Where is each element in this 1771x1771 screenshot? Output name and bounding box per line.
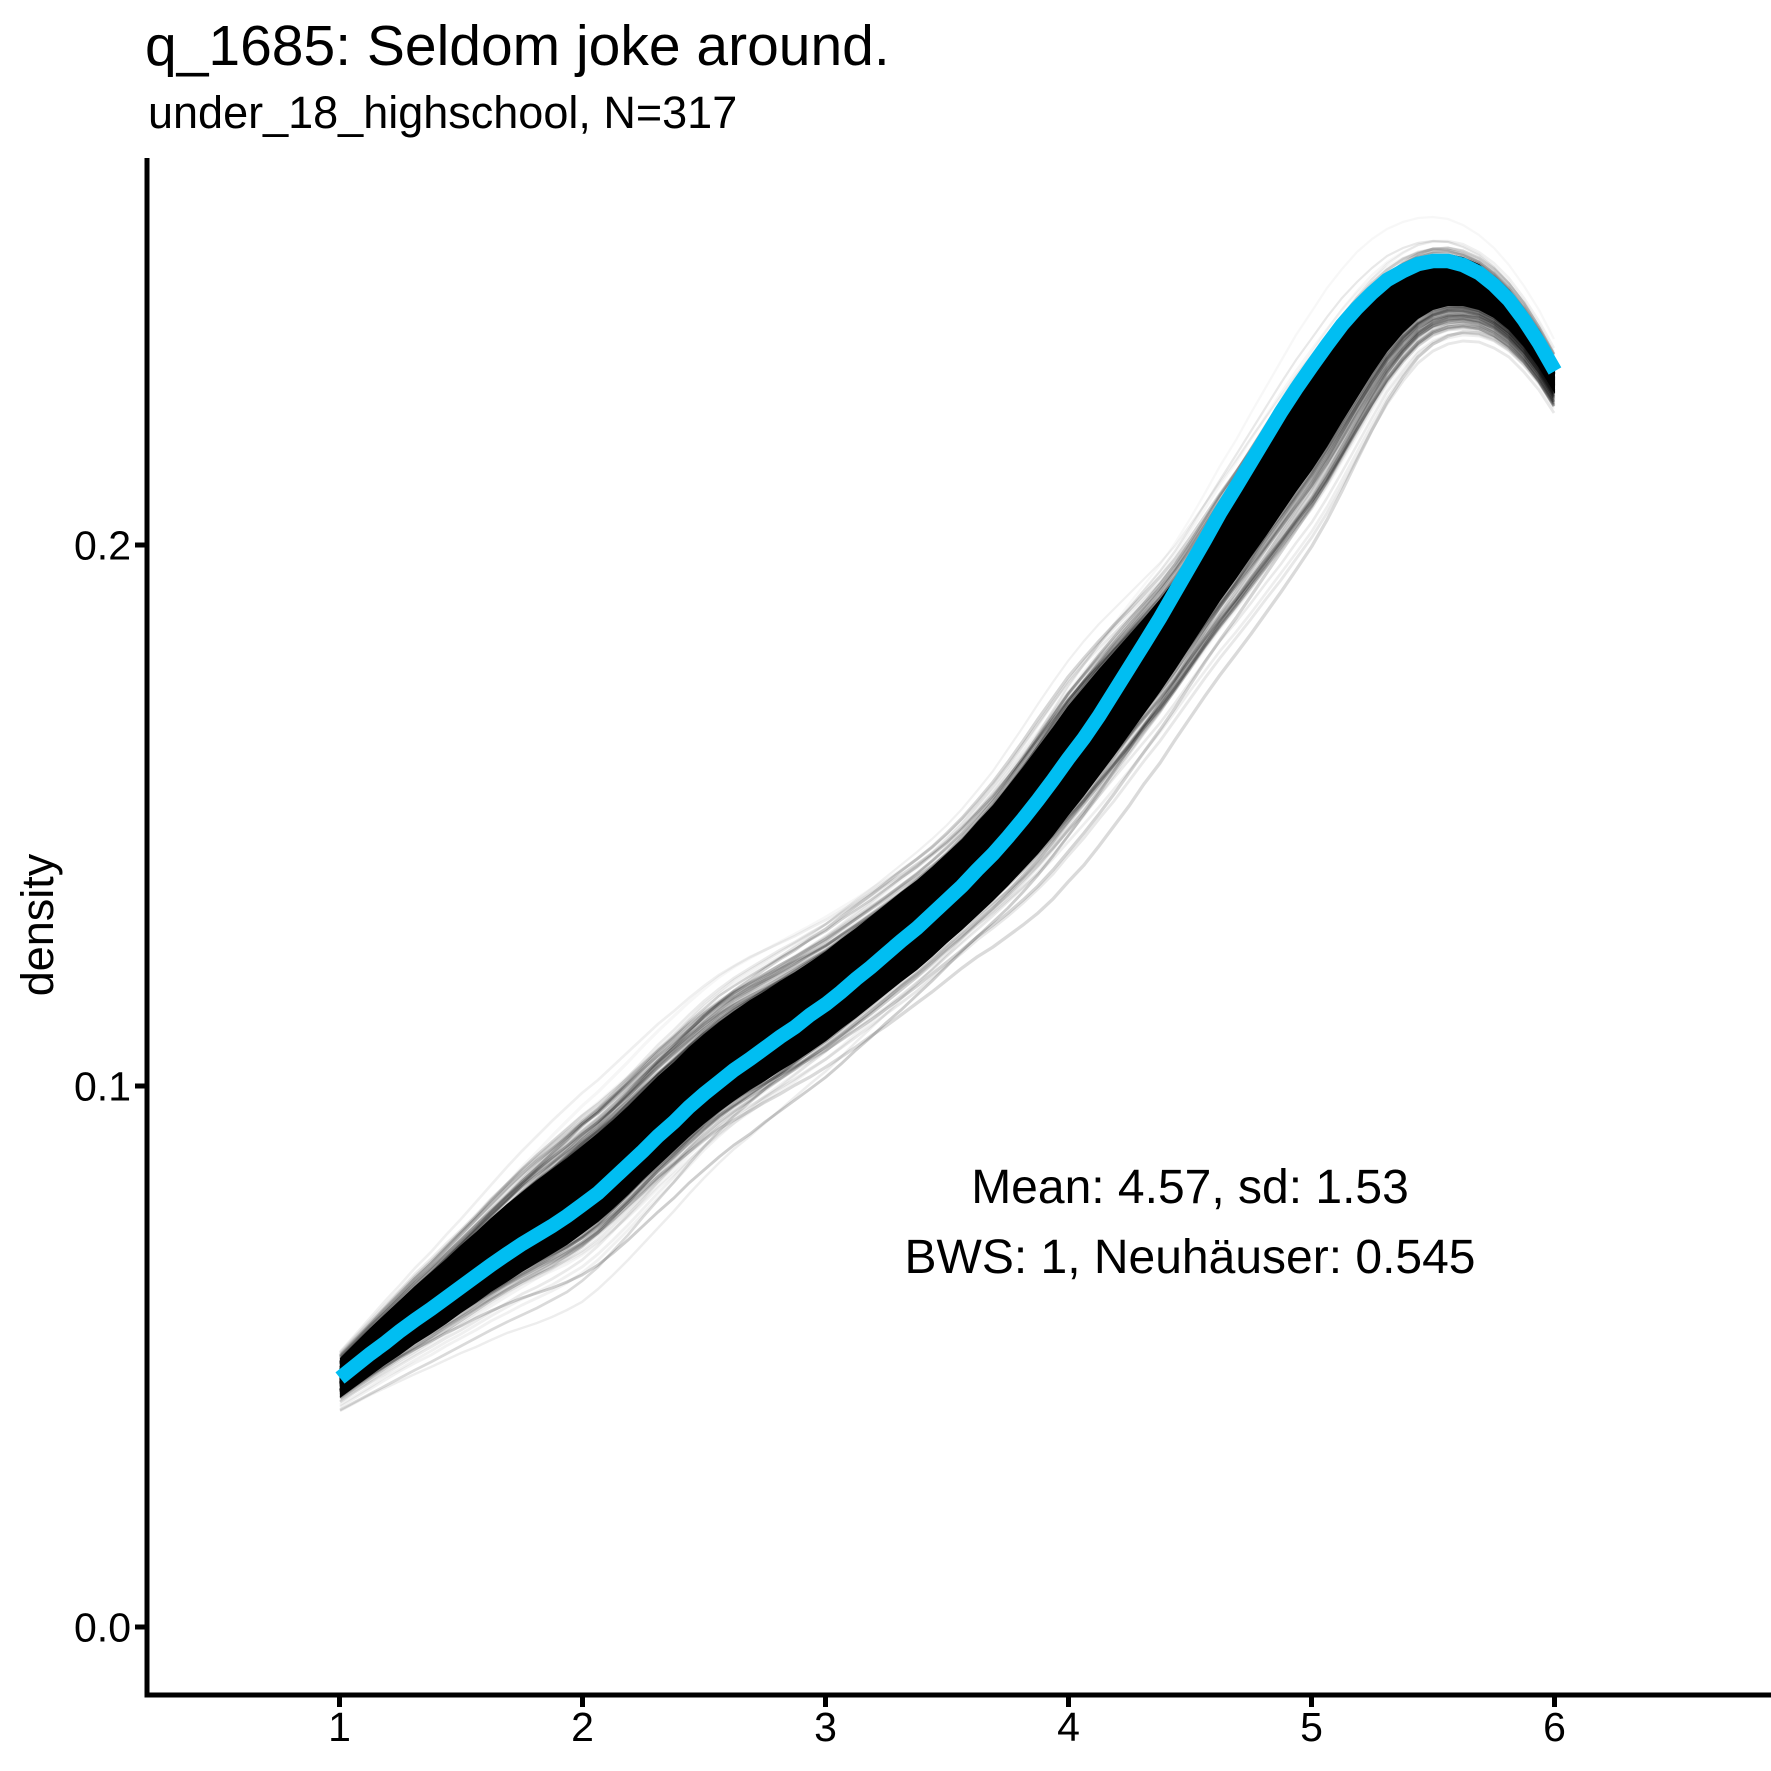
svg-text:4: 4 <box>1057 1704 1080 1750</box>
svg-text:q_1685: Seldom joke around.: q_1685: Seldom joke around. <box>145 14 890 78</box>
svg-text:1: 1 <box>328 1704 351 1750</box>
svg-text:0.2: 0.2 <box>74 523 131 569</box>
svg-text:density: density <box>12 853 63 996</box>
svg-text:BWS: 1, Neuhäuser: 0.545: BWS: 1, Neuhäuser: 0.545 <box>905 1231 1476 1284</box>
svg-text:2: 2 <box>571 1704 594 1750</box>
svg-text:5: 5 <box>1300 1704 1323 1750</box>
svg-text:Mean: 4.57, sd: 1.53: Mean: 4.57, sd: 1.53 <box>971 1161 1409 1214</box>
svg-text:0.1: 0.1 <box>74 1064 131 1110</box>
svg-text:3: 3 <box>814 1704 837 1750</box>
svg-text:6: 6 <box>1543 1704 1566 1750</box>
svg-text:under_18_highschool, N=317: under_18_highschool, N=317 <box>148 87 737 138</box>
svg-text:0.0: 0.0 <box>74 1605 131 1651</box>
